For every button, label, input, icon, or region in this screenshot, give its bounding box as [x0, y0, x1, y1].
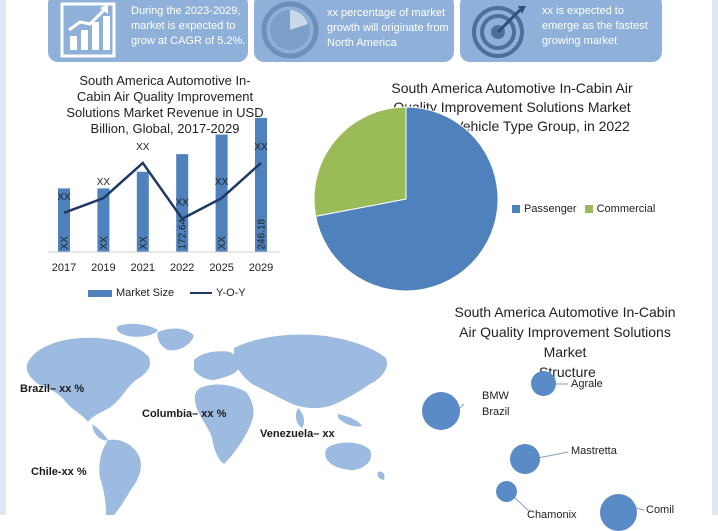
map-label-brazil: Brazil– xx % [20, 383, 85, 395]
yoy-line [63, 161, 262, 221]
card-text-line: market is expected to [131, 20, 236, 32]
bar-2021 [136, 171, 149, 252]
legend-market-size: Market Size [116, 287, 175, 299]
map-label-chile: Chile-xx % [31, 466, 87, 478]
market-size-swatch [88, 289, 112, 297]
bar-chart-legend: Market Size Y-O-Y [88, 287, 246, 299]
legend-yoy: Y-O-Y [216, 287, 246, 299]
yoy-swatch [190, 292, 213, 294]
bar-2029 [255, 117, 267, 252]
company-agrale: Agrale [571, 378, 603, 390]
bubble-comil [600, 494, 637, 531]
yoy-value-label: XX [136, 142, 150, 153]
bubble-chamonix [496, 481, 517, 502]
bubble-bmw-brazil [422, 392, 460, 430]
vehicle-type-pie-chart [313, 106, 499, 292]
map-label-venezuela: Venezuela– xx [260, 428, 335, 440]
x-tick-label: 2017 [52, 262, 76, 274]
x-tick-label: 2021 [131, 262, 155, 274]
bar-value-label: XX [60, 236, 71, 250]
bar-2019 [97, 188, 110, 252]
bubble-agrale [531, 371, 556, 396]
bar-value-label: 172.64 [178, 218, 189, 249]
revenue-bar-chart: XX 2017 XX 2019 XX 2021 172.64 2022 XX 2025 246.18… [48, 117, 280, 274]
company-brazil: Brazil [482, 406, 510, 418]
pie-slice-passenger [315, 106, 499, 292]
company-comil: Comil [646, 504, 675, 516]
bar-value-label: XX [99, 236, 110, 250]
x-tick-label: 2019 [91, 262, 115, 274]
card-text-line: growing market [542, 35, 618, 47]
page-edge-right [712, 0, 718, 515]
yoy-value-label: XX [97, 177, 111, 188]
company-mastretta: Mastretta [571, 445, 617, 457]
x-tick-label: 2022 [170, 262, 194, 274]
company-chamonix: Chamonix [527, 509, 577, 521]
stat-card-cagr: During the 2023-2029, market is expected… [48, 0, 248, 62]
x-tick-label: 2029 [249, 262, 273, 274]
card-text-line: During the 2023-2029, [131, 5, 241, 17]
bar-chart-title: South America Automotive In- Cabin Air Q… [66, 73, 264, 136]
card-text-line: emerge as the fastest [542, 20, 648, 32]
card-text-line: grow at CAGR of 5.2%. [131, 35, 246, 47]
structure-title: South America Automotive In-Cabin Air Qu… [454, 304, 676, 380]
card-text-line: North America [327, 37, 397, 49]
yoy-value-label: XX [254, 142, 268, 153]
card-text-line: xx is expected to [542, 5, 624, 17]
yoy-value-label: XX [57, 192, 71, 203]
bar-value-label: 246.18 [257, 218, 268, 249]
pie-clock-icon [260, 0, 320, 65]
card-text-line: xx percentage of market [327, 7, 446, 19]
bar-2017 [58, 188, 70, 252]
commercial-swatch [584, 205, 593, 213]
legend-commercial: Commercial [596, 203, 656, 215]
bubble-mastretta [510, 444, 540, 474]
yoy-value-label: XX [215, 177, 229, 188]
page-edge-left [0, 0, 6, 515]
yoy-value-label: XX [176, 198, 190, 209]
x-tick-label: 2025 [209, 262, 233, 274]
bar-value-label: XX [138, 236, 149, 250]
bar-2025 [215, 134, 228, 252]
map-label-columbia: Columbia– xx % [142, 408, 227, 420]
stat-card-region: xx percentage of market growth will orig… [254, 0, 454, 62]
company-bmw: BMW [482, 390, 509, 402]
bar-value-label: XX [217, 236, 228, 250]
pie-slice-commercial [313, 106, 407, 217]
bar-growth-icon [60, 2, 116, 63]
passenger-swatch [512, 205, 520, 213]
bar-2022 [176, 154, 189, 252]
card-text-line: growth will originate from [327, 22, 449, 34]
target-icon [468, 0, 528, 65]
pie-chart-legend: Passenger Commercial [512, 203, 655, 215]
stat-card-fastest: xx is expected to emerge as the fastest … [460, 0, 662, 62]
legend-passenger: Passenger [524, 203, 577, 215]
world-map [26, 323, 388, 515]
structure-connectors [457, 383, 645, 513]
